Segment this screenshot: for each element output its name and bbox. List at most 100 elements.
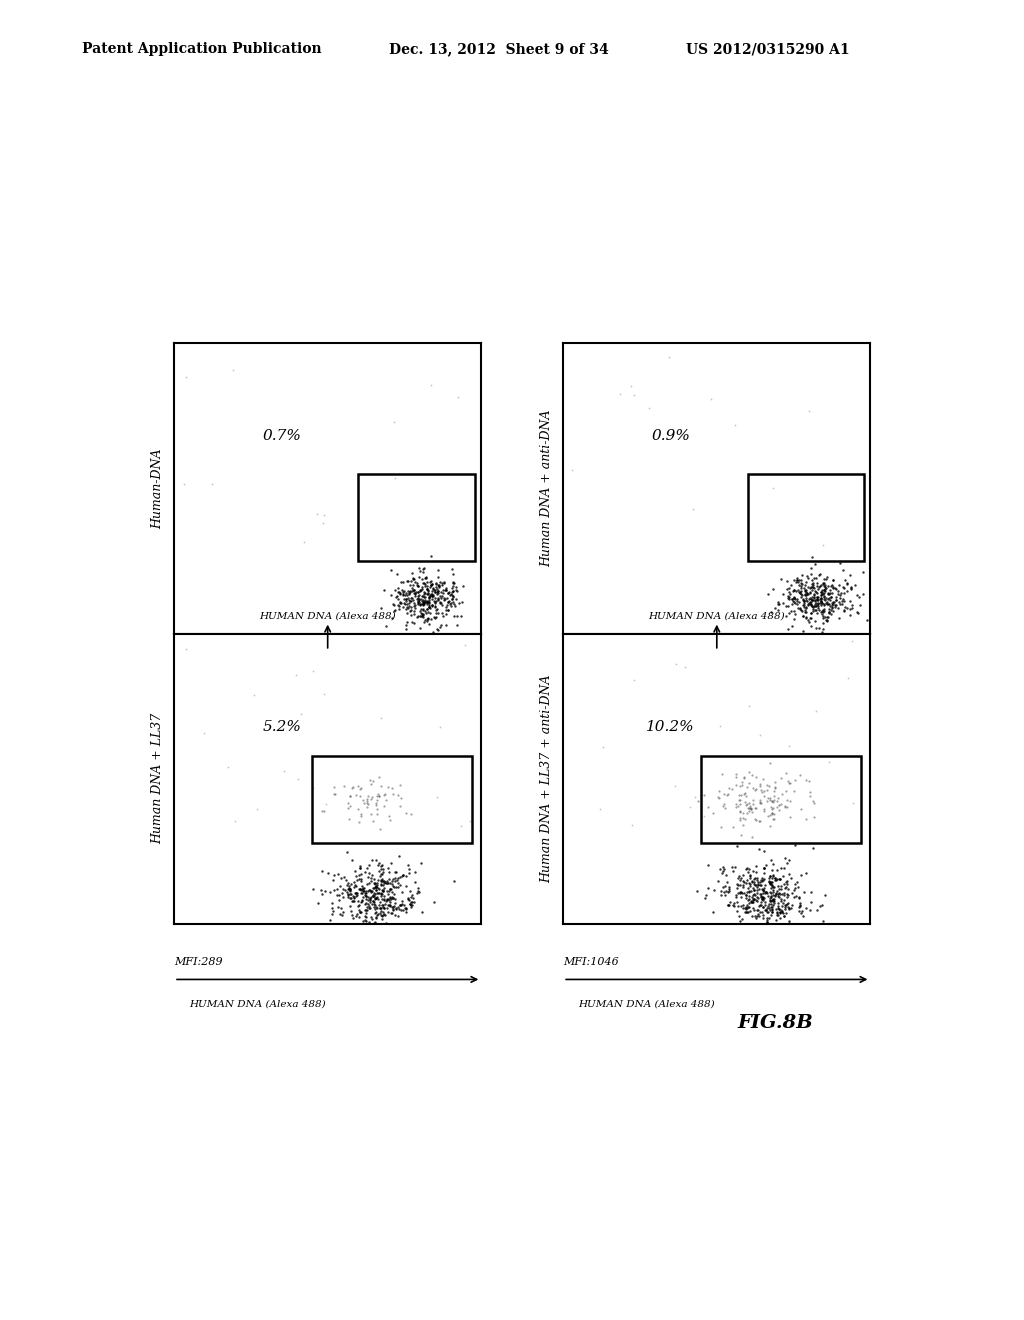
Point [783,616,800,638]
Point [369,887,385,908]
Point [400,582,417,603]
Point [842,565,858,586]
Point [749,887,765,908]
Point [765,866,781,887]
Point [803,615,819,636]
Point [421,589,437,610]
Point [786,579,803,601]
Point [810,590,826,611]
Point [739,776,756,797]
Point [383,879,399,900]
Point [364,880,380,902]
Point [350,799,367,820]
Point [374,883,390,904]
Point [394,865,411,886]
Point [763,850,779,871]
Point [735,874,752,895]
Point [322,909,338,931]
Point [391,591,408,612]
Point [379,880,395,902]
Point [764,902,780,923]
Point [779,884,796,906]
Point [368,887,384,908]
Point [431,576,447,597]
Point [767,883,783,904]
Point [744,801,761,822]
Point [418,568,434,589]
Point [357,886,374,907]
Point [836,590,852,611]
Point [416,573,432,594]
Point [794,565,810,586]
Point [807,610,823,631]
Point [764,902,780,923]
Point [791,574,807,595]
Point [741,880,758,902]
Point [404,562,421,583]
Point [333,869,349,890]
Point [443,583,460,605]
Point [816,606,833,627]
Point [402,894,419,915]
Point [752,902,768,923]
Point [810,565,826,586]
Point [760,895,776,916]
Point [759,791,775,812]
Point [427,595,443,616]
Point [696,888,713,909]
Point [757,891,773,912]
Point [828,589,845,610]
Point [196,722,212,743]
Point [406,891,422,912]
Point [758,854,774,875]
Point [725,861,741,882]
Point [376,873,392,894]
Point [431,616,447,638]
Point [351,865,368,886]
Point [756,780,772,801]
Point [423,583,439,605]
Point [416,583,432,605]
Point [449,614,465,635]
Point [409,582,425,603]
Point [786,609,803,630]
Point [779,578,796,599]
Point [414,606,430,627]
Point [764,791,780,812]
Point [401,858,418,879]
Point [336,776,352,797]
Point [443,589,460,610]
Point [781,911,798,932]
Point [798,898,814,919]
Point [806,586,822,607]
Point [374,908,390,929]
Point [735,767,752,788]
Point [409,606,425,627]
Point [762,890,778,911]
Point [752,874,768,895]
Point [392,583,409,605]
Point [396,581,413,602]
Point [356,792,373,813]
Point [384,609,400,630]
Point [370,904,386,925]
Point [391,582,408,603]
Point [804,595,820,616]
Point [725,895,741,916]
Point [326,865,342,886]
Point [814,622,830,643]
Point [821,602,838,623]
Point [809,586,825,607]
Point [347,785,364,807]
Point [746,888,763,909]
Point [359,890,376,911]
Point [417,557,433,578]
Point [368,792,384,813]
Point [449,576,465,597]
Point [735,865,752,886]
Point [824,593,841,614]
Text: MFI:1046: MFI:1046 [563,957,618,968]
Point [791,896,807,917]
Point [403,887,420,908]
Point [391,775,408,796]
